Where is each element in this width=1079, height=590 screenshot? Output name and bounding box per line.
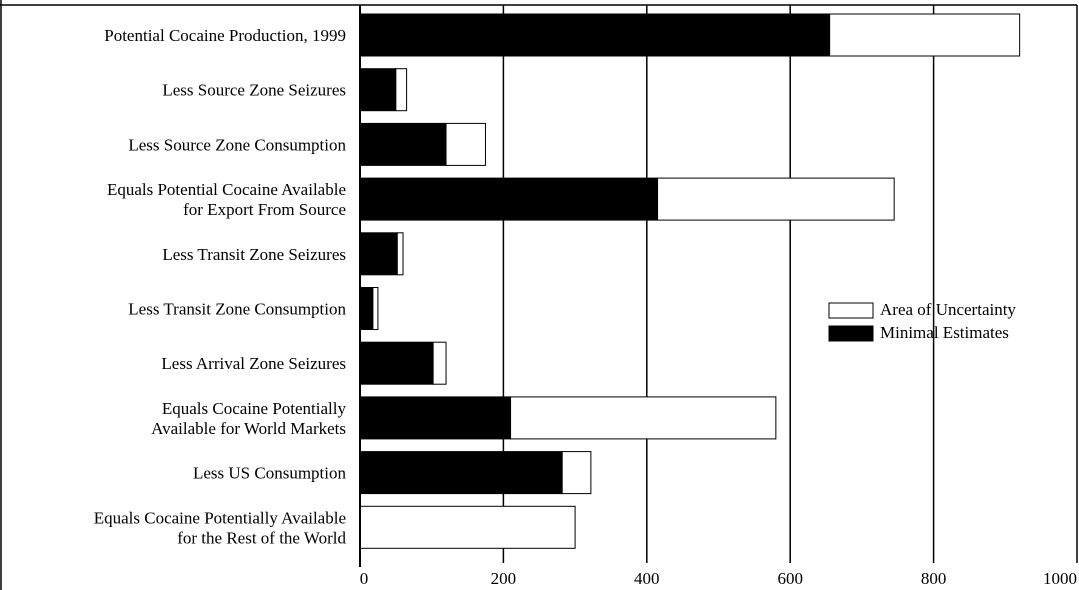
category-label-4: Less Transit Zone Seizures (162, 245, 346, 264)
bar-uncertainty-9 (359, 505, 576, 549)
x-tick-label-600: 600 (777, 569, 803, 588)
bar-uncertainty-1 (395, 68, 408, 112)
category-label-3-line-0: Equals Potential Cocaine Available (107, 180, 346, 199)
x-tick-label-200: 200 (491, 569, 517, 588)
bar-uncertainty-4 (396, 232, 404, 276)
bar-uncertainty-0 (829, 13, 1021, 57)
legend-swatch-minimal (828, 325, 874, 342)
category-labels: Potential Cocaine Production, 1999 Less S… (94, 26, 347, 547)
legend-swatch-uncertainty (828, 302, 874, 319)
category-label-7-line-1: Available for World Markets (151, 419, 346, 438)
x-tick-label-1000: 1000 (1043, 569, 1077, 588)
bars (359, 13, 1021, 549)
bar-minimal-8 (359, 451, 563, 495)
category-label-2: Less Source Zone Consumption (128, 135, 346, 154)
category-label-0: Potential Cocaine Production, 1999 (104, 26, 346, 45)
legend-label-uncertainty: Area of Uncertainty (880, 300, 1016, 319)
x-tick-label-800: 800 (921, 569, 947, 588)
category-label-3-line-1: for Export From Source (183, 200, 346, 219)
bar-minimal-7 (359, 396, 512, 440)
bar-minimal-3 (359, 177, 659, 221)
bar-minimal-4 (359, 232, 398, 276)
bar-minimal-2 (359, 122, 447, 166)
category-label-9-line-1: for the Rest of the World (177, 528, 346, 547)
x-tick-label-400: 400 (634, 569, 660, 588)
x-axis-ticks: 0 200 400 600 800 1000 (360, 569, 1077, 588)
bar-uncertainty-2 (445, 122, 486, 166)
bar-uncertainty-3 (657, 177, 895, 221)
bar-minimal-1 (359, 68, 397, 112)
bar-uncertainty-8 (561, 451, 592, 495)
legend: Area of Uncertainty Minimal Estimates (828, 300, 1016, 342)
bar-uncertainty-5 (372, 287, 379, 330)
bar-minimal-5 (359, 287, 374, 330)
category-label-1: Less Source Zone Seizures (162, 81, 346, 100)
bar-uncertainty-7 (510, 396, 777, 440)
bar-uncertainty-6 (432, 341, 447, 385)
category-label-6: Less Arrival Zone Seizures (161, 354, 346, 373)
legend-label-minimal: Minimal Estimates (880, 323, 1009, 342)
bar-minimal-0 (359, 13, 831, 57)
category-label-9-line-0: Equals Cocaine Potentially Available (94, 508, 346, 527)
x-tick-label-0: 0 (360, 569, 369, 588)
category-label-5: Less Transit Zone Consumption (128, 300, 346, 319)
category-label-7-line-0: Equals Cocaine Potentially (162, 399, 347, 418)
category-label-8: Less US Consumption (193, 464, 347, 483)
bar-minimal-6 (359, 341, 434, 385)
